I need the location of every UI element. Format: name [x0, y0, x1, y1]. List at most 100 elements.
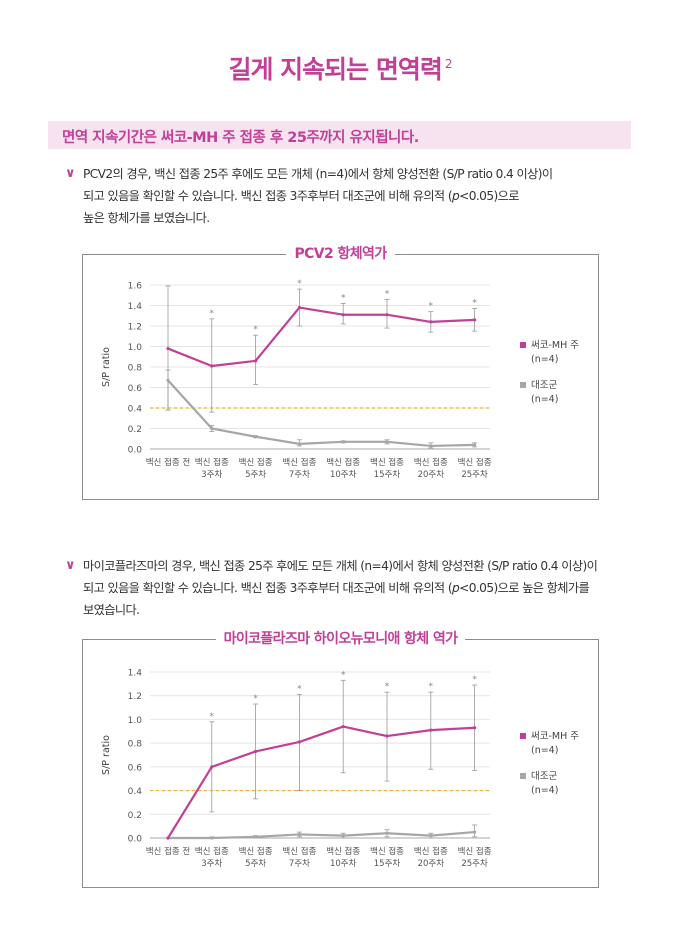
y-tick-label: 0.2: [128, 425, 142, 435]
data-point: [473, 726, 477, 730]
data-point: [166, 378, 170, 382]
p-value-symbol: p: [451, 189, 460, 203]
data-point: [254, 749, 258, 754]
y-tick-label: 0.4: [128, 787, 143, 797]
significance-mark: *: [429, 682, 434, 692]
y-tick-label: 1.0: [128, 716, 143, 726]
y-tick-label: 1.4: [128, 302, 143, 312]
legend-swatch: [520, 773, 526, 779]
description-text: <0.05)으로: [459, 189, 519, 203]
y-tick-label: 1.6: [128, 282, 143, 292]
x-tick-label: 10주차: [330, 859, 357, 869]
data-point: [473, 318, 477, 322]
x-tick-label: 7주차: [289, 859, 310, 869]
x-tick-label: 백신 접종: [326, 846, 360, 857]
check-mark-icon: ∨: [65, 558, 76, 573]
significance-mark: *: [472, 299, 477, 309]
x-tick-label: 백신 접종: [414, 457, 448, 468]
significance-mark: *: [210, 309, 215, 319]
legend-swatch: [520, 342, 526, 348]
x-tick-label: 백신 접종: [326, 457, 360, 468]
footnote-ref: 2: [444, 57, 453, 71]
description-line: 보였습니다.: [83, 603, 140, 617]
data-point: [429, 728, 433, 732]
legend-count: (n=4): [531, 394, 558, 405]
description-line: 마이코플라즈마의 경우, 백신 접종 25주 후에도 모든 개체 (n=4)에서…: [83, 559, 598, 573]
x-tick-label: 백신 접종 전: [146, 846, 191, 857]
legend-label: 써코-MH 주: [531, 340, 579, 351]
x-tick-label: 백신 접종: [370, 457, 404, 468]
x-tick-label: 백신 접종: [195, 457, 229, 468]
description-text: 되고 있음을 확인할 수 있습니다. 백신 접종 3주후부터 대조군에 비해 유…: [83, 189, 453, 203]
chart-title-text: PCV2 항체역가: [286, 246, 395, 262]
significance-mark: *: [385, 682, 390, 692]
y-tick-label: 1.2: [128, 692, 142, 702]
data-point: [166, 346, 170, 351]
significance-mark: *: [429, 302, 434, 312]
significance-mark: *: [472, 675, 477, 685]
p-value-symbol: p: [451, 581, 460, 595]
x-tick-label: 백신 접종: [414, 846, 448, 857]
significance-mark: *: [341, 293, 346, 303]
x-tick-label: 백신 접종: [458, 846, 492, 857]
description-line: 되고 있음을 확인할 수 있습니다. 백신 접종 3주후부터 대조군에 비해 유…: [83, 185, 625, 207]
data-point: [429, 320, 433, 324]
description-text: 되고 있음을 확인할 수 있습니다. 백신 접종 3주후부터 대조군에 비해 유…: [83, 581, 453, 595]
y-tick-label: 0.6: [128, 384, 143, 394]
legend-swatch: [520, 733, 526, 739]
y-tick-label: 0.2: [128, 811, 142, 821]
data-point: [297, 442, 301, 446]
y-tick-label: 0.4: [128, 405, 143, 415]
x-tick-label: 25주차: [461, 470, 488, 480]
x-tick-label: 백신 접종 전: [146, 457, 191, 468]
mycoplasma-chart-frame: 마이코플라즈마 하이오뉴모니애 항체 역가 0.0 0.2 0.4 0.6 0.8 1.0…: [82, 631, 599, 888]
data-point: [385, 440, 389, 444]
description-line: PCV2의 경우, 백신 접종 25주 후에도 모든 개체 (n=4)에서 항체…: [83, 167, 553, 181]
y-tick-label: 0.8: [128, 364, 143, 374]
legend-swatch: [520, 382, 526, 388]
y-tick-label: 1.0: [128, 343, 143, 353]
significance-mark: *: [253, 325, 258, 335]
series-line: [168, 830, 475, 840]
page-title: 길게 지속되는 면역력 2: [0, 50, 680, 86]
data-point: [341, 313, 345, 317]
y-axis-label: S/P ratio: [101, 347, 112, 387]
data-point: [473, 830, 477, 834]
x-tick-label: 7주차: [289, 470, 310, 480]
legend-label: 대조군: [531, 771, 557, 782]
data-point: [385, 313, 389, 317]
data-point: [429, 444, 433, 448]
summary-banner: 면역 지속기간은 써코-MH 주 접종 후 25주까지 유지됩니다.: [48, 121, 631, 149]
x-tick-label: 15주차: [374, 470, 401, 480]
y-tick-label: 0.0: [128, 446, 143, 456]
pcv2-description: ∨ PCV2의 경우, 백신 접종 25주 후에도 모든 개체 (n=4)에서 …: [65, 163, 625, 229]
x-tick-label: 5주차: [245, 859, 266, 869]
y-tick-label: 1.2: [128, 323, 142, 333]
chart-title-text: 마이코플라즈마 하이오뉴모니애 항체 역가: [215, 631, 466, 647]
x-tick-label: 15주차: [374, 859, 401, 869]
x-tick-label: 20주차: [418, 470, 445, 480]
mycoplasma-chart: 0.0 0.2 0.4 0.6 0.8 1.0 1.2 1.4 S/P ratio 백신 접종 전…: [101, 669, 579, 870]
data-point: [254, 359, 258, 363]
description-line: 높은 항체가를 보였습니다.: [83, 211, 210, 225]
series-line: [167, 379, 475, 448]
x-tick-label: 백신 접종: [370, 846, 404, 857]
y-axis-label: S/P ratio: [101, 735, 112, 775]
data-point: [429, 834, 433, 838]
x-tick-label: 백신 접종: [458, 457, 492, 468]
legend-count: (n=4): [531, 354, 558, 365]
x-tick-label: 25주차: [461, 859, 488, 869]
x-tick-label: 5주차: [245, 470, 266, 480]
significance-mark: *: [341, 670, 346, 680]
significance-mark: *: [210, 712, 215, 722]
significance-mark: *: [297, 685, 302, 695]
chart-title: 마이코플라즈마 하이오뉴모니애 항체 역가: [83, 628, 598, 648]
y-tick-label: 0.0: [128, 835, 143, 845]
x-tick-label: 3주차: [201, 859, 222, 869]
y-tick-label: 0.6: [128, 763, 143, 773]
significance-mark: *: [297, 279, 302, 289]
legend-count: (n=4): [531, 745, 558, 756]
series-line: [167, 725, 475, 839]
page-title-text: 길게 지속되는 면역력: [228, 55, 442, 84]
series-line: [167, 306, 475, 368]
